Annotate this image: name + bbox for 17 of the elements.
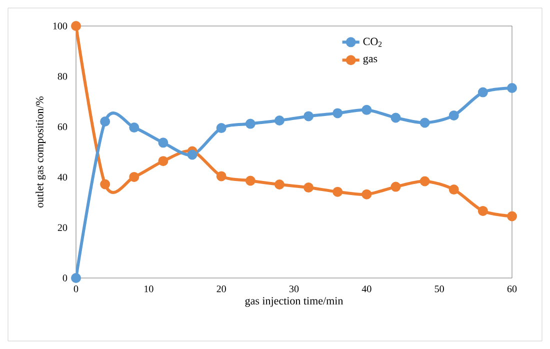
y-tick-label: 0	[62, 274, 68, 282]
y-axis-title: outlet gas composition/%	[36, 96, 46, 208]
x-tick-label: 40	[362, 286, 372, 292]
legend-label: CO$_{2}$	[363, 38, 382, 47]
x-tick-label: 20	[216, 286, 226, 292]
y-tick-label: 60	[58, 123, 68, 130]
x-tick-label: 30	[289, 286, 299, 292]
x-tick-label: 10	[144, 286, 154, 292]
x-tick-label: 0	[74, 286, 78, 292]
y-tick-label: 100	[53, 22, 68, 30]
y-tick-label: 20	[58, 224, 68, 231]
x-axis-title: gas injection time/min	[245, 297, 344, 307]
x-tick-label: 60	[507, 286, 517, 292]
y-tick-label: 40	[58, 174, 68, 181]
y-tick-label: 80	[58, 73, 68, 80]
x-tick-label: 50	[434, 286, 444, 292]
legend-label: gas	[363, 56, 378, 65]
